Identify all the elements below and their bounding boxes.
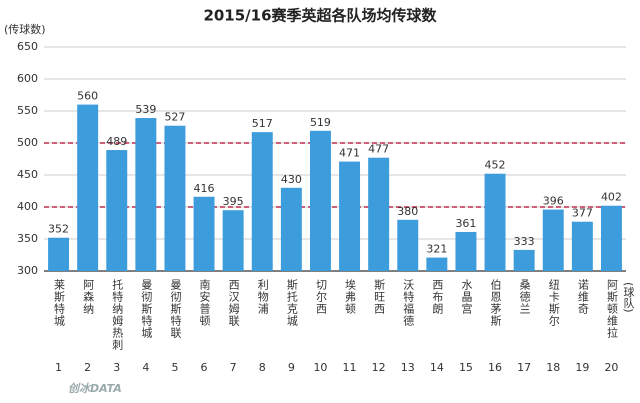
bar	[193, 196, 215, 271]
rank-label: 18	[546, 361, 560, 374]
bar	[339, 161, 361, 271]
data-label: 452	[485, 159, 506, 172]
rank-label: 11	[343, 361, 357, 374]
rank-label: 9	[288, 361, 295, 374]
data-label: 402	[601, 191, 622, 204]
bar	[426, 257, 448, 271]
bar	[397, 219, 419, 271]
data-label: 377	[572, 207, 593, 220]
rank-label: 17	[517, 361, 531, 374]
y-axis-label: (传球数)	[4, 22, 46, 36]
bar	[571, 221, 593, 271]
data-label: 395	[223, 195, 244, 208]
data-label: 361	[455, 217, 476, 230]
data-label: 471	[339, 147, 360, 160]
bar	[106, 150, 128, 271]
bar	[600, 205, 622, 271]
data-label: 321	[426, 243, 447, 256]
y-tick-label: 550	[17, 104, 38, 117]
data-label: 519	[310, 116, 331, 129]
rank-label: 8	[259, 361, 266, 374]
x-tick-label: 伯恩茅斯	[489, 278, 502, 327]
data-label: 430	[281, 173, 302, 186]
bar	[77, 104, 99, 271]
data-label: 333	[514, 235, 535, 248]
data-label: 527	[164, 111, 185, 124]
bar	[542, 209, 564, 271]
x-tick-label: 纽卡斯尔	[547, 278, 560, 327]
bar	[484, 173, 506, 271]
data-label: 352	[48, 223, 69, 236]
bar	[164, 125, 186, 271]
x-tick-label: 阿森纳	[82, 279, 95, 315]
rank-label: 7	[230, 361, 237, 374]
bar	[455, 231, 477, 271]
y-tick-label: 300	[17, 264, 38, 277]
rank-label: 20	[604, 361, 618, 374]
y-tick-label: 500	[17, 136, 38, 149]
x-axis-label: (球队)	[622, 282, 635, 313]
x-tick-label: 西汉姆联	[227, 279, 240, 327]
watermark: 创冰DATA	[68, 382, 122, 395]
rank-label: 16	[488, 361, 502, 374]
x-tick-label: 斯托克城	[285, 279, 298, 327]
x-tick-label: 桑德兰	[518, 279, 531, 315]
x-tick-label: 曼彻斯特城	[140, 279, 153, 339]
bar	[251, 132, 273, 271]
x-tick-label: 曼彻斯特联	[169, 279, 182, 339]
chart-title: 2015/16赛季英超各队场均传球数	[203, 7, 437, 25]
y-tick-label: 600	[17, 72, 38, 85]
rank-label: 6	[201, 361, 208, 374]
bar	[280, 187, 302, 271]
x-tick-label: 沃特福德	[402, 279, 415, 327]
rank-label: 10	[313, 361, 327, 374]
data-label: 489	[106, 135, 127, 148]
x-tick-label: 诺维奇	[576, 279, 589, 315]
data-label: 560	[77, 90, 98, 103]
x-tick-label: 阿斯顿维拉	[605, 279, 618, 339]
data-label: 416	[194, 182, 215, 195]
data-label: 517	[252, 117, 273, 130]
rank-label: 13	[401, 361, 415, 374]
rank-label: 1	[55, 361, 62, 374]
x-tick-label: 切尔西	[314, 279, 327, 315]
x-tick-label: 南安普顿	[198, 279, 211, 327]
bar	[135, 118, 157, 271]
x-tick-label: 西布朗	[431, 279, 444, 315]
y-tick-label: 450	[17, 168, 38, 181]
rank-label: 19	[575, 361, 589, 374]
data-label: 380	[397, 205, 418, 218]
x-tick-label: 莱斯特城	[53, 279, 66, 327]
rank-label: 15	[459, 361, 473, 374]
rank-label: 2	[84, 361, 91, 374]
bar	[309, 130, 331, 271]
bar	[368, 157, 390, 271]
rank-label: 14	[430, 361, 444, 374]
bar	[48, 237, 70, 271]
x-tick-label: 利物浦	[256, 279, 269, 315]
x-tick-label: 斯旺西	[373, 279, 386, 315]
bar	[513, 249, 535, 271]
rank-label: 12	[372, 361, 386, 374]
bar	[222, 210, 244, 271]
data-label: 396	[543, 195, 564, 208]
rank-label: 4	[142, 361, 149, 374]
y-tick-label: 400	[17, 200, 38, 213]
data-label: 477	[368, 143, 389, 156]
rank-label: 5	[171, 361, 178, 374]
data-label: 539	[135, 103, 156, 116]
y-tick-label: 350	[17, 232, 38, 245]
x-tick-label: 托特纳姆热刺	[111, 278, 124, 351]
x-tick-label: 埃弗顿	[344, 278, 357, 315]
rank-label: 3	[113, 361, 120, 374]
x-tick-label: 水晶宫	[460, 279, 473, 315]
y-tick-label: 650	[17, 40, 38, 53]
